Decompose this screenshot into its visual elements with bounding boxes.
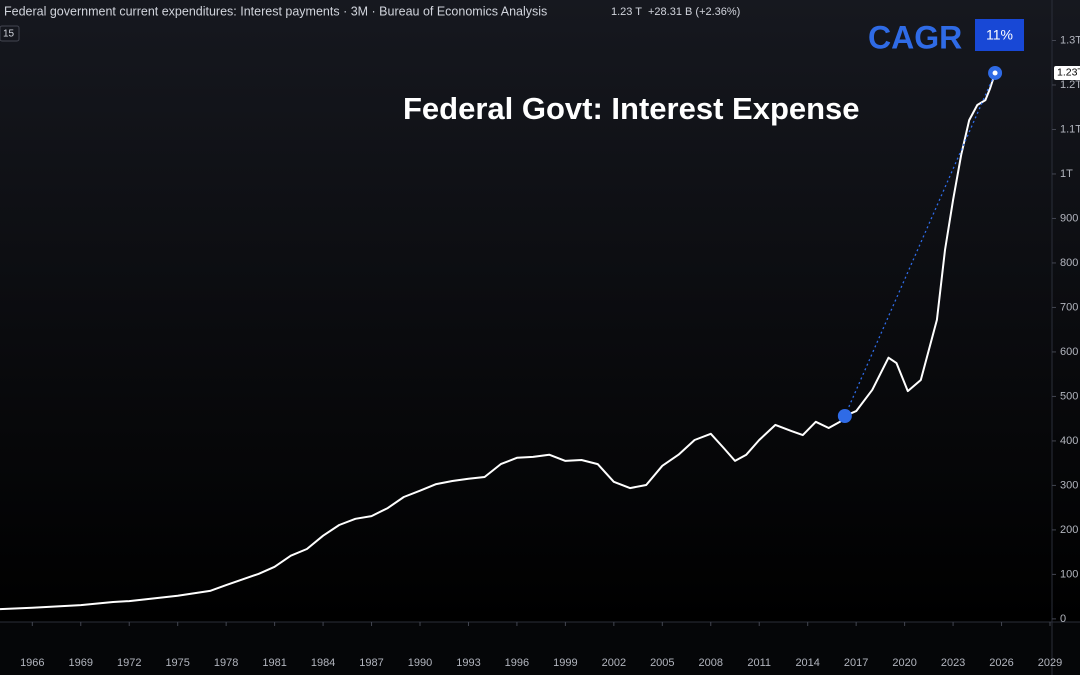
x-tick-label: 2002 — [602, 657, 626, 669]
badge-box — [0, 25, 20, 42]
x-tick-label: 1975 — [165, 657, 189, 669]
cagr-point — [837, 409, 852, 424]
x-tick-label: 1981 — [262, 657, 286, 669]
data-line — [0, 72, 997, 611]
time-axis-background — [0, 622, 1080, 675]
y-tick-label: 0 — [1060, 613, 1066, 625]
y-tick-label: 200 — [1060, 524, 1078, 536]
x-tick-label: 2014 — [795, 657, 819, 669]
price-tag-box — [1054, 65, 1080, 80]
y-tick-label: 800 — [1060, 257, 1078, 269]
y-tick-label: 1.2T — [1060, 79, 1080, 91]
chart-title: Federal Govt: Interest Expense — [403, 91, 860, 126]
x-tick-label: 1987 — [359, 657, 383, 669]
cagr-box — [975, 19, 1024, 51]
x-tick-label: 2017 — [844, 657, 868, 669]
y-tick-label: 1.3T — [1060, 34, 1080, 46]
y-tick-label: 1T — [1060, 168, 1073, 180]
x-tick-label: 2005 — [650, 657, 674, 669]
x-tick-label: 2023 — [941, 657, 965, 669]
x-tick-label: 2026 — [989, 657, 1013, 669]
y-tick-label: 900 — [1060, 212, 1078, 224]
header-change: +28.31 B (+2.36%) — [648, 6, 740, 18]
x-tick-label: 2020 — [892, 657, 916, 669]
x-tick-label: 2029 — [1038, 657, 1062, 669]
y-tick-label: 300 — [1060, 479, 1078, 491]
x-tick-label: 1978 — [214, 657, 238, 669]
last-point — [992, 70, 998, 76]
badge: 15 — [3, 29, 15, 40]
x-tick-label: 1993 — [456, 657, 480, 669]
x-tick-label: 2011 — [747, 657, 771, 669]
cagr-label: CAGR — [868, 19, 962, 55]
header-last: 1.23 T — [611, 6, 642, 18]
y-tick-label: 400 — [1060, 435, 1078, 447]
plot-background — [0, 0, 1080, 622]
cagr-value: 11% — [986, 27, 1013, 43]
x-tick-label: 1990 — [408, 657, 432, 669]
y-tick-label: 500 — [1060, 390, 1078, 402]
x-tick-label: 1984 — [311, 657, 335, 669]
y-tick-label: 700 — [1060, 301, 1078, 313]
x-tick-label: 1999 — [553, 657, 577, 669]
price-tag: 1.23T — [1057, 67, 1080, 79]
x-tick-label: 2008 — [699, 657, 723, 669]
y-tick-label: 1.1T — [1060, 123, 1080, 135]
x-tick-label: 1966 — [20, 657, 44, 669]
x-tick-label: 1996 — [505, 657, 529, 669]
y-tick-label: 600 — [1060, 346, 1078, 358]
y-tick-label: 100 — [1060, 568, 1078, 580]
x-tick-label: 1972 — [117, 657, 141, 669]
header-title: Federal government current expenditures:… — [4, 4, 547, 18]
x-tick-label: 1969 — [69, 657, 93, 669]
